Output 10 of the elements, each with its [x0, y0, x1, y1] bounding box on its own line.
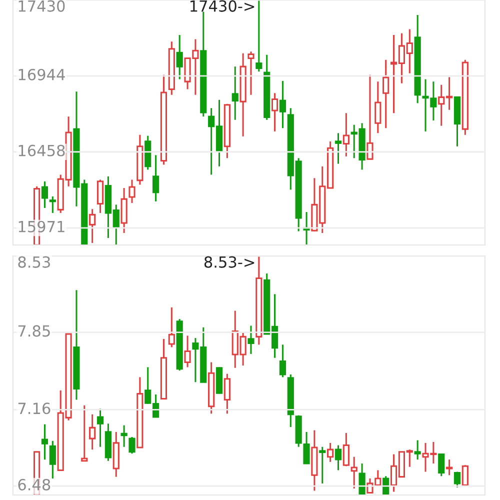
annotation: 8.53->	[204, 256, 254, 268]
y-tick-label: 8.53	[18, 256, 50, 268]
y-tick-label: 15971	[18, 220, 64, 232]
y-tick-label: 16458	[18, 144, 65, 156]
y-tick-label: 16944	[18, 68, 65, 80]
y-tick-label: 7.16	[18, 402, 50, 414]
y-tick-label: 7.85	[18, 325, 50, 337]
y-tick-label: 17430	[18, 0, 65, 12]
annotation: 17430->	[190, 0, 254, 12]
y-tick-label: 6.48	[18, 478, 50, 490]
